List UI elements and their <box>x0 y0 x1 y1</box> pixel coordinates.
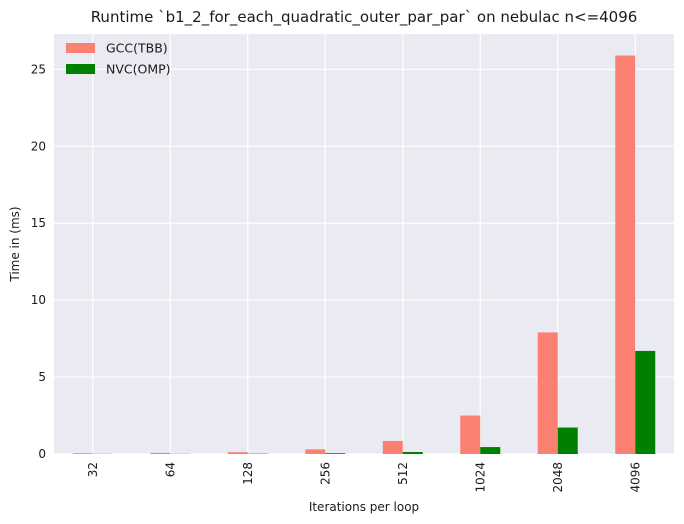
bar-nvc-omp <box>402 452 423 454</box>
bar-gcc-tbb <box>305 449 326 454</box>
chart-title: Runtime `b1_2_for_each_quadratic_outer_p… <box>91 8 638 27</box>
y-tick-label: 0 <box>38 447 46 461</box>
bar-gcc-tbb <box>382 440 403 454</box>
x-tick-label: 4096 <box>628 462 642 493</box>
legend-swatch <box>66 64 95 74</box>
bars <box>72 55 656 455</box>
bar-gcc-tbb <box>537 332 558 454</box>
y-tick-label: 25 <box>31 62 46 76</box>
bar-nvc-omp <box>557 427 578 454</box>
x-tick-label: 512 <box>396 462 410 485</box>
x-tick-label: 1024 <box>473 462 487 493</box>
bar-gcc-tbb <box>72 453 93 454</box>
y-tick-label: 15 <box>31 216 46 230</box>
x-tick-label: 32 <box>86 462 100 477</box>
bar-nvc-omp <box>325 453 346 454</box>
y-tick-label: 20 <box>31 139 46 153</box>
legend-label: NVC(OMP) <box>106 62 171 77</box>
x-axis-label: Iterations per loop <box>309 500 419 514</box>
x-tick-label: 64 <box>163 462 177 477</box>
bar-gcc-tbb <box>227 452 248 454</box>
legend-swatch <box>66 43 95 53</box>
y-tick-label: 5 <box>38 370 46 384</box>
y-tick-label: 10 <box>31 293 46 307</box>
bar-nvc-omp <box>480 447 501 454</box>
y-axis-label: Time in (ms) <box>8 206 22 282</box>
x-tick-label: 2048 <box>551 462 565 493</box>
bar-gcc-tbb <box>460 415 481 454</box>
x-tick-label: 128 <box>241 462 255 485</box>
bar-gcc-tbb <box>615 55 636 455</box>
bar-gcc-tbb <box>150 452 171 454</box>
tick-labels: 0 5 10 15 20 25 32 64 128 256 512 1024 2048 4096 <box>31 62 643 492</box>
legend-label: GCC(TBB) <box>106 41 168 56</box>
bar-nvc-omp <box>635 350 656 454</box>
legend: GCC(TBB) NVC(OMP) <box>66 41 171 77</box>
x-tick-label: 256 <box>318 462 332 485</box>
plot-area <box>54 34 674 454</box>
